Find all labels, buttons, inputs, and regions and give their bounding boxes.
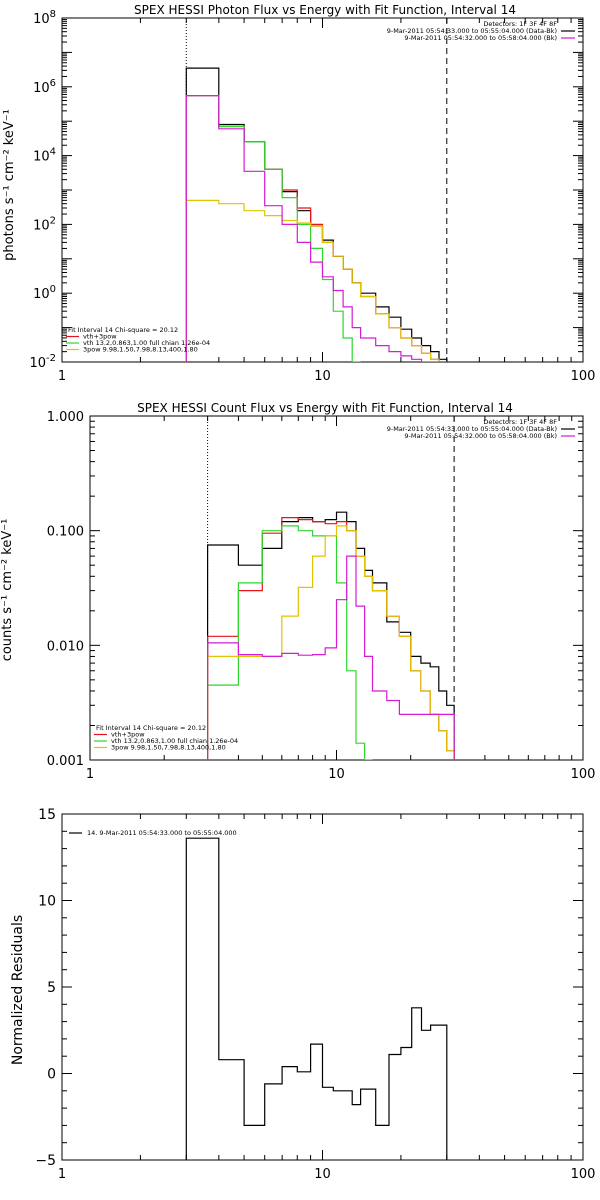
series-line-4 xyxy=(207,555,455,760)
legend-bottom-entry: 3pow 9.98,1.50,7.98,8.13,400,1.80 xyxy=(83,346,198,354)
y-tick-label: 102 xyxy=(33,215,56,233)
series-line-0 xyxy=(207,511,455,760)
legend-top-entry: Detectors: 1F 3F 4F 8F xyxy=(483,20,557,28)
photon-flux-ylabel: photons s⁻¹ cm⁻² keV⁻¹ xyxy=(2,109,17,261)
legend-bottom-entry: vth+3pow xyxy=(83,333,117,341)
x-tick-label: 10 xyxy=(314,1167,331,1182)
x-tick-label: 10 xyxy=(328,767,345,782)
count-flux-title: SPEX HESSI Count Flux vs Energy with Fit… xyxy=(137,401,513,415)
x-tick-label: 1 xyxy=(58,369,66,384)
y-tick-label: 0.100 xyxy=(47,525,84,540)
legend-bottom-entry: vth 13.2,0.863,1.00 full chian 1.26e-04 xyxy=(111,737,238,745)
y-tick-label: 108 xyxy=(33,9,56,27)
photon-flux-panel: SPEX HESSI Photon Flux vs Energy with Fi… xyxy=(2,3,595,384)
legend-bottom-entry: vth 13.2,0.863,1.00 full chian 1.26e-04 xyxy=(83,339,210,347)
legend-top-entry: 9-Mar-2011 05:54:32.000 to 05:58:04.000 … xyxy=(404,34,557,42)
y-tick-label: 0.010 xyxy=(47,639,84,654)
legend-entry: 14. 9-Mar-2011 05:54:33.000 to 05:55:04.… xyxy=(87,829,237,837)
x-tick-label: 100 xyxy=(571,369,596,384)
y-tick-label: 1.000 xyxy=(47,410,84,425)
x-tick-label: 100 xyxy=(571,1167,596,1182)
y-tick-label: 0 xyxy=(47,1067,56,1083)
y-tick-label: 5 xyxy=(47,980,56,996)
y-tick-label: 10 xyxy=(38,894,56,910)
y-tick-label: 15 xyxy=(38,807,56,823)
x-tick-label: 1 xyxy=(58,1167,66,1182)
series-line-4 xyxy=(185,95,447,362)
count-flux-panel: SPEX HESSI Count Flux vs Energy with Fit… xyxy=(0,401,595,782)
photon-flux-title: SPEX HESSI Photon Flux vs Energy with Fi… xyxy=(134,3,516,17)
y-tick-label: 104 xyxy=(33,147,56,165)
y-tick-label: 10-2 xyxy=(29,353,56,371)
y-tick-label: 106 xyxy=(33,78,56,96)
legend-top-entry: Detectors: 1F 3F 4F 8F xyxy=(483,418,557,426)
legend-top-entry: 9-Mar-2011 05:54:32.000 to 05:58:04.000 … xyxy=(404,432,557,440)
legend-bottom-entry: 3pow 9.98,1.50,7.98,8.13,400,1.80 xyxy=(111,744,226,752)
series-line-3 xyxy=(207,525,455,760)
legend-top-entry: 9-Mar-2011 05:54:33.000 to 05:55:04.000 … xyxy=(387,27,557,35)
legend-top-entry: 9-Mar-2011 05:54:33.000 to 05:55:04.000 … xyxy=(387,425,557,433)
legend-bottom-entry: Fit Interval 14 Chi-square = 20.12 xyxy=(96,724,206,732)
count-flux-ylabel: counts s⁻¹ cm⁻² keV⁻¹ xyxy=(0,519,15,662)
legend-bottom-entry: Fit Interval 14 Chi-square = 20.12 xyxy=(68,326,178,334)
y-tick-label: 100 xyxy=(33,284,56,302)
series-line-0 xyxy=(185,837,448,1160)
series-line-2 xyxy=(207,525,373,760)
residuals-panel: Normalized Residuals 1 10 100 −5 0 5 10 15 14. 9… xyxy=(10,807,595,1182)
series-line-3 xyxy=(185,199,447,362)
legend-bottom-entry: vth+3pow xyxy=(111,731,145,739)
y-tick-label: −5 xyxy=(35,1153,56,1169)
y-tick-label: 0.001 xyxy=(47,754,84,769)
x-tick-label: 1 xyxy=(86,767,94,782)
residuals-ylabel: Normalized Residuals xyxy=(10,915,26,1065)
x-tick-label: 10 xyxy=(314,369,331,384)
x-tick-label: 100 xyxy=(571,767,596,782)
